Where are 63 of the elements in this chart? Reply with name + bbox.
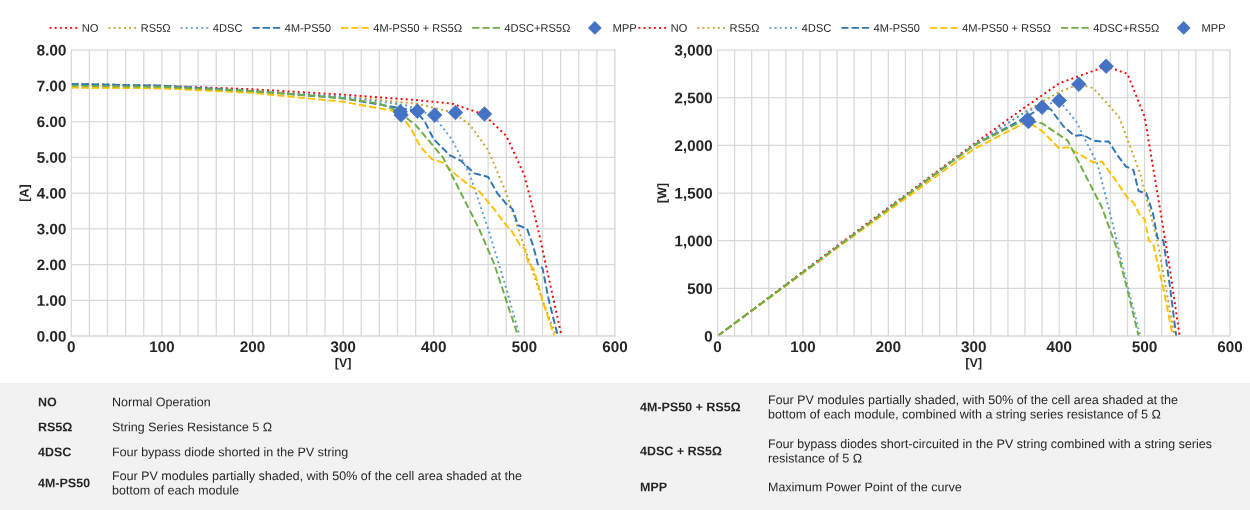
text: 4M-PS50	[38, 478, 90, 488]
y-tick-label: 2,500	[674, 92, 713, 106]
legend-label: RS5Ω	[730, 24, 759, 32]
y-tick-label: 4.00	[36, 187, 66, 199]
y-tick-label: 1.00	[37, 295, 66, 307]
x-tick-label: 300	[961, 341, 986, 353]
x-tick-label: 200	[876, 341, 901, 353]
legend-label: 4M-PS50 + RS5Ω	[962, 24, 1051, 32]
legend-label: 4DSC+RS5Ω	[504, 24, 570, 32]
legend-label: NO	[82, 24, 98, 32]
text: 4DSC + RS5Ω	[640, 446, 722, 456]
x-axis-title: [V]	[335, 357, 351, 370]
text: 4M-PS50 + RS5Ω	[640, 402, 741, 412]
x-tick-label: 400	[1046, 341, 1072, 353]
y-tick-label: 0	[704, 330, 713, 342]
y-tick-label: 7.00	[37, 80, 66, 92]
y-tick-label: 3.00	[37, 223, 66, 235]
legend-label: 4DSC	[213, 24, 243, 32]
text: Four bypass diodes short-circuited in the PV string combined with a string series resistance of 5 Ω	[768, 438, 1212, 463]
y-tick-label: 500	[687, 283, 713, 295]
legend-label: NO	[671, 24, 687, 32]
legend-label: 4M-PS50 + RS5Ω	[373, 24, 462, 32]
x-tick-label: 600	[602, 341, 628, 353]
legend-label: 4DSC	[801, 24, 831, 32]
point	[1034, 99, 1050, 115]
y-tick-label: 2.00	[37, 259, 66, 271]
x-tick-label: 100	[150, 341, 174, 353]
x-tick-label: 300	[330, 341, 356, 353]
y-tick-label: 1,000	[675, 235, 713, 249]
y-tick-label: 0.00	[37, 330, 66, 342]
x-tick-label: 100	[791, 341, 816, 353]
legend-label: MPP	[613, 24, 637, 32]
legend-label: RS5Ω	[141, 24, 171, 32]
text: NO	[38, 397, 57, 407]
x-tick-label: 200	[240, 341, 265, 353]
x-tick-label: 600	[1217, 341, 1243, 353]
legend-label: 4M-PS50	[873, 24, 920, 32]
y-tick-label: 8.00	[37, 44, 66, 56]
text: String Series Resistance 5 Ω	[112, 422, 272, 434]
y-tick-label: 6.00	[37, 116, 66, 128]
x-tick-label: 0	[713, 341, 722, 353]
text: Four PV modules partially shaded, with 50% of the cell area shaded at the bottom of each module, combined with a string series resistance of 5 Ω	[768, 394, 1178, 422]
text: Normal Operation	[113, 397, 210, 409]
legend-label: 4M-PS50	[284, 24, 331, 32]
x-tick-label: 0	[67, 341, 75, 353]
y-tick-label: 3,000	[674, 44, 713, 58]
y-axis-title: [W]	[657, 183, 669, 203]
text: Maximum Power Point of the curve	[769, 482, 962, 492]
x-tick-label: 400	[421, 341, 446, 353]
legend-label: 4DSC+RS5Ω	[1093, 24, 1159, 32]
x-tick-label: 500	[1132, 341, 1157, 353]
text: Four PV modules partially shaded, with 50% of the cell area shaded at the bottom of each module	[112, 470, 522, 495]
y-tick-label: 5.00	[37, 152, 66, 163]
y-axis-title: [A]	[19, 185, 32, 202]
y-tick-label: 1,500	[675, 187, 713, 201]
text: Four bypass diode shorted in the PV string	[113, 447, 348, 459]
x-axis-title: [V]	[966, 357, 982, 370]
x-tick-label: 500	[512, 341, 537, 353]
legend-label: MPP	[1202, 24, 1225, 32]
text: RS5Ω	[38, 422, 72, 432]
y-tick-label: 2,000	[674, 140, 713, 154]
text: MPP	[640, 482, 667, 492]
text: 4DSC	[38, 447, 71, 457]
